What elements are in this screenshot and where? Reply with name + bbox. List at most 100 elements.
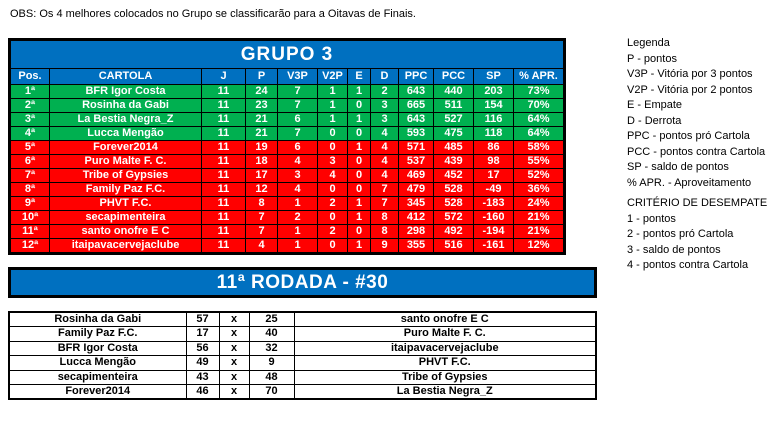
standings-cell-v2p: 1 bbox=[317, 112, 348, 127]
standings-cell-sp: 98 bbox=[473, 154, 514, 169]
standings-cell-e: 1 bbox=[347, 210, 371, 225]
standings-cell-cartola: Forever2014 bbox=[49, 140, 202, 155]
standings-cell-d: 8 bbox=[370, 210, 399, 225]
match-cell-home: Rosinha da Gabi bbox=[8, 311, 187, 327]
column-header: PPC bbox=[398, 68, 434, 85]
standings-cell-j: 11 bbox=[201, 168, 246, 183]
match-cell-sep: x bbox=[218, 355, 250, 371]
standings-cell-e: 1 bbox=[347, 140, 371, 155]
column-header: PCC bbox=[433, 68, 474, 85]
standings-cell-cartola: Puro Malte F. C. bbox=[49, 154, 202, 169]
standings-cell-p: 12 bbox=[245, 182, 278, 197]
standings-cell-j: 11 bbox=[201, 210, 246, 225]
match-cell-home: Lucca Mengão bbox=[8, 355, 187, 371]
column-header: P bbox=[245, 68, 278, 85]
standings-cell-v3p: 7 bbox=[277, 98, 318, 113]
standings-cell-v3p: 6 bbox=[277, 140, 318, 155]
standings-cell-e: 0 bbox=[347, 168, 371, 183]
match-cell-home: secapimenteira bbox=[8, 369, 187, 385]
standings-cell-ppc: 469 bbox=[398, 168, 434, 183]
standings-cell-cartola: BFR Igor Costa bbox=[49, 84, 202, 99]
match-cell-away: Puro Malte F. C. bbox=[293, 326, 597, 342]
standings-cell-ppc: 537 bbox=[398, 154, 434, 169]
tiebreaker-title: CRITÉRIO DE DESEMPATE bbox=[627, 197, 767, 209]
standings-cell-j: 11 bbox=[201, 196, 246, 211]
standings-row: 4ª Lucca Mengão 11 21 7 0 0 4 593 475 118 64% bbox=[9, 126, 565, 141]
standings-cell-sp: 116 bbox=[473, 112, 514, 127]
standings-cell-cartola: Lucca Mengão bbox=[49, 126, 202, 141]
standings-cell-v2p: 2 bbox=[317, 196, 348, 211]
group-title-row: GRUPO 3 bbox=[9, 39, 565, 69]
standings-cell-ppc: 412 bbox=[398, 210, 434, 225]
standings-cell-v3p: 1 bbox=[277, 224, 318, 239]
standings-cell-pos: 9ª bbox=[9, 196, 50, 211]
standings-cell-cartola: La Bestia Negra_Z bbox=[49, 112, 202, 127]
match-cell-sep: x bbox=[218, 369, 250, 385]
standings-cell-ppc: 665 bbox=[398, 98, 434, 113]
match-cell-away_score: 9 bbox=[248, 355, 295, 371]
standings-cell-apr: 12% bbox=[513, 238, 565, 254]
match-cell-away: PHVT F.C. bbox=[293, 355, 597, 371]
column-header: E bbox=[347, 68, 371, 85]
tiebreaker-item: 2 - pontos pró Cartola bbox=[627, 228, 734, 240]
standings-row: 7ª Tribe of Gypsies 11 17 3 4 0 4 469 452 17 52% bbox=[9, 168, 565, 183]
standings-cell-v2p: 1 bbox=[317, 84, 348, 99]
standings-cell-p: 7 bbox=[245, 224, 278, 239]
standings-cell-pos: 12ª bbox=[9, 238, 50, 254]
standings-cell-p: 21 bbox=[245, 126, 278, 141]
standings-cell-apr: 64% bbox=[513, 126, 565, 141]
standings-cell-ppc: 355 bbox=[398, 238, 434, 254]
standings-cell-pos: 4ª bbox=[9, 126, 50, 141]
match-cell-away: itaipavacervejaclube bbox=[293, 340, 597, 356]
standings-cell-sp: -194 bbox=[473, 224, 514, 239]
column-header: % APR. bbox=[513, 68, 565, 85]
standings-cell-apr: 52% bbox=[513, 168, 565, 183]
round-results-table: Rosinha da Gabi 57 x 25 santo onofre E C Fami… bbox=[8, 311, 597, 400]
standings-cell-e: 1 bbox=[347, 196, 371, 211]
standings-cell-v2p: 2 bbox=[317, 224, 348, 239]
standings-cell-pos: 1ª bbox=[9, 84, 50, 99]
standings-cell-j: 11 bbox=[201, 98, 246, 113]
standings-row: 11ª santo onofre E C 11 7 1 2 0 8 298 492 -194 21% bbox=[9, 224, 565, 239]
match-table-body: Rosinha da Gabi 57 x 25 santo onofre E C Fami… bbox=[8, 311, 597, 400]
standings-cell-pos: 7ª bbox=[9, 168, 50, 183]
standings-cell-ppc: 571 bbox=[398, 140, 434, 155]
standings-cell-p: 8 bbox=[245, 196, 278, 211]
obs-note: OBS: Os 4 melhores colocados no Grupo se… bbox=[10, 8, 416, 20]
standings-cell-v2p: 1 bbox=[317, 98, 348, 113]
match-cell-sep: x bbox=[218, 311, 250, 327]
standings-cell-sp: 118 bbox=[473, 126, 514, 141]
standings-cell-apr: 24% bbox=[513, 196, 565, 211]
standings-row: 1ª BFR Igor Costa 11 24 7 1 1 2 643 440 203 73% bbox=[9, 84, 565, 99]
standings-cell-pos: 10ª bbox=[9, 210, 50, 225]
legend-item: PPC - pontos pró Cartola bbox=[627, 130, 750, 142]
standings-cell-apr: 64% bbox=[513, 112, 565, 127]
standings-cell-d: 7 bbox=[370, 182, 399, 197]
match-cell-away_score: 25 bbox=[248, 311, 295, 327]
standings-cell-j: 11 bbox=[201, 112, 246, 127]
tiebreaker-item: 3 - saldo de pontos bbox=[627, 243, 721, 256]
legend-title: Legenda bbox=[627, 37, 670, 49]
standings-cell-v3p: 2 bbox=[277, 210, 318, 225]
standings-cell-ppc: 643 bbox=[398, 112, 434, 127]
standings-cell-sp: 203 bbox=[473, 84, 514, 99]
legend-item: % APR. - Aproveitamento bbox=[627, 176, 752, 189]
standings-cell-p: 17 bbox=[245, 168, 278, 183]
standings-cell-cartola: PHVT F.C. bbox=[49, 196, 202, 211]
column-header: V2P bbox=[317, 68, 348, 85]
standings-cell-ppc: 298 bbox=[398, 224, 434, 239]
match-row: Lucca Mengão 49 x 9 PHVT F.C. bbox=[8, 355, 597, 371]
standings-cell-pcc: 440 bbox=[433, 84, 474, 99]
standings-cell-v3p: 4 bbox=[277, 154, 318, 169]
standings-cell-sp: -183 bbox=[473, 196, 514, 211]
standings-cell-p: 4 bbox=[245, 238, 278, 254]
match-cell-away_score: 70 bbox=[248, 384, 295, 400]
group-title: GRUPO 3 bbox=[9, 39, 565, 69]
legend-item: PCC - pontos contra Cartola bbox=[627, 145, 766, 158]
standings-cell-e: 0 bbox=[347, 98, 371, 113]
standings-cell-apr: 73% bbox=[513, 84, 565, 99]
standings-cell-v3p: 1 bbox=[277, 196, 318, 211]
standings-cell-v3p: 3 bbox=[277, 168, 318, 183]
standings-cell-pos: 11ª bbox=[9, 224, 50, 239]
legend-items: P - pontos V3P - Vitória por 3 pontos V2P … bbox=[627, 52, 765, 192]
